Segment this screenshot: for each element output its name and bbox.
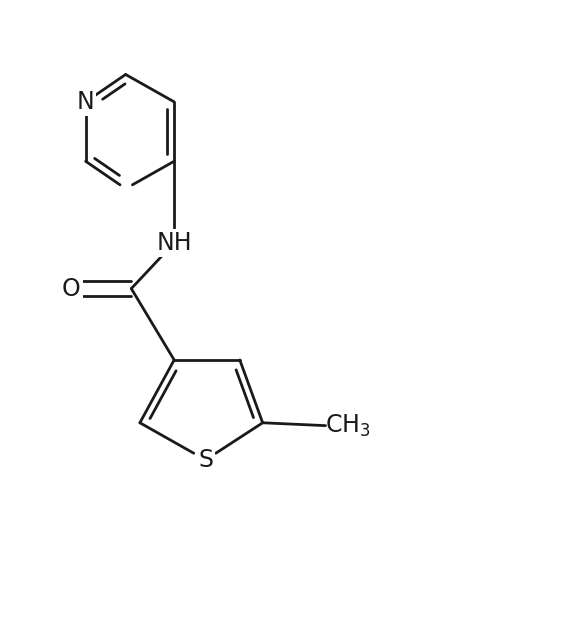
Text: CH$_3$: CH$_3$: [325, 413, 371, 439]
Text: O: O: [62, 276, 81, 301]
Text: S: S: [198, 448, 213, 472]
Text: N: N: [77, 90, 95, 114]
Text: NH: NH: [156, 231, 192, 255]
